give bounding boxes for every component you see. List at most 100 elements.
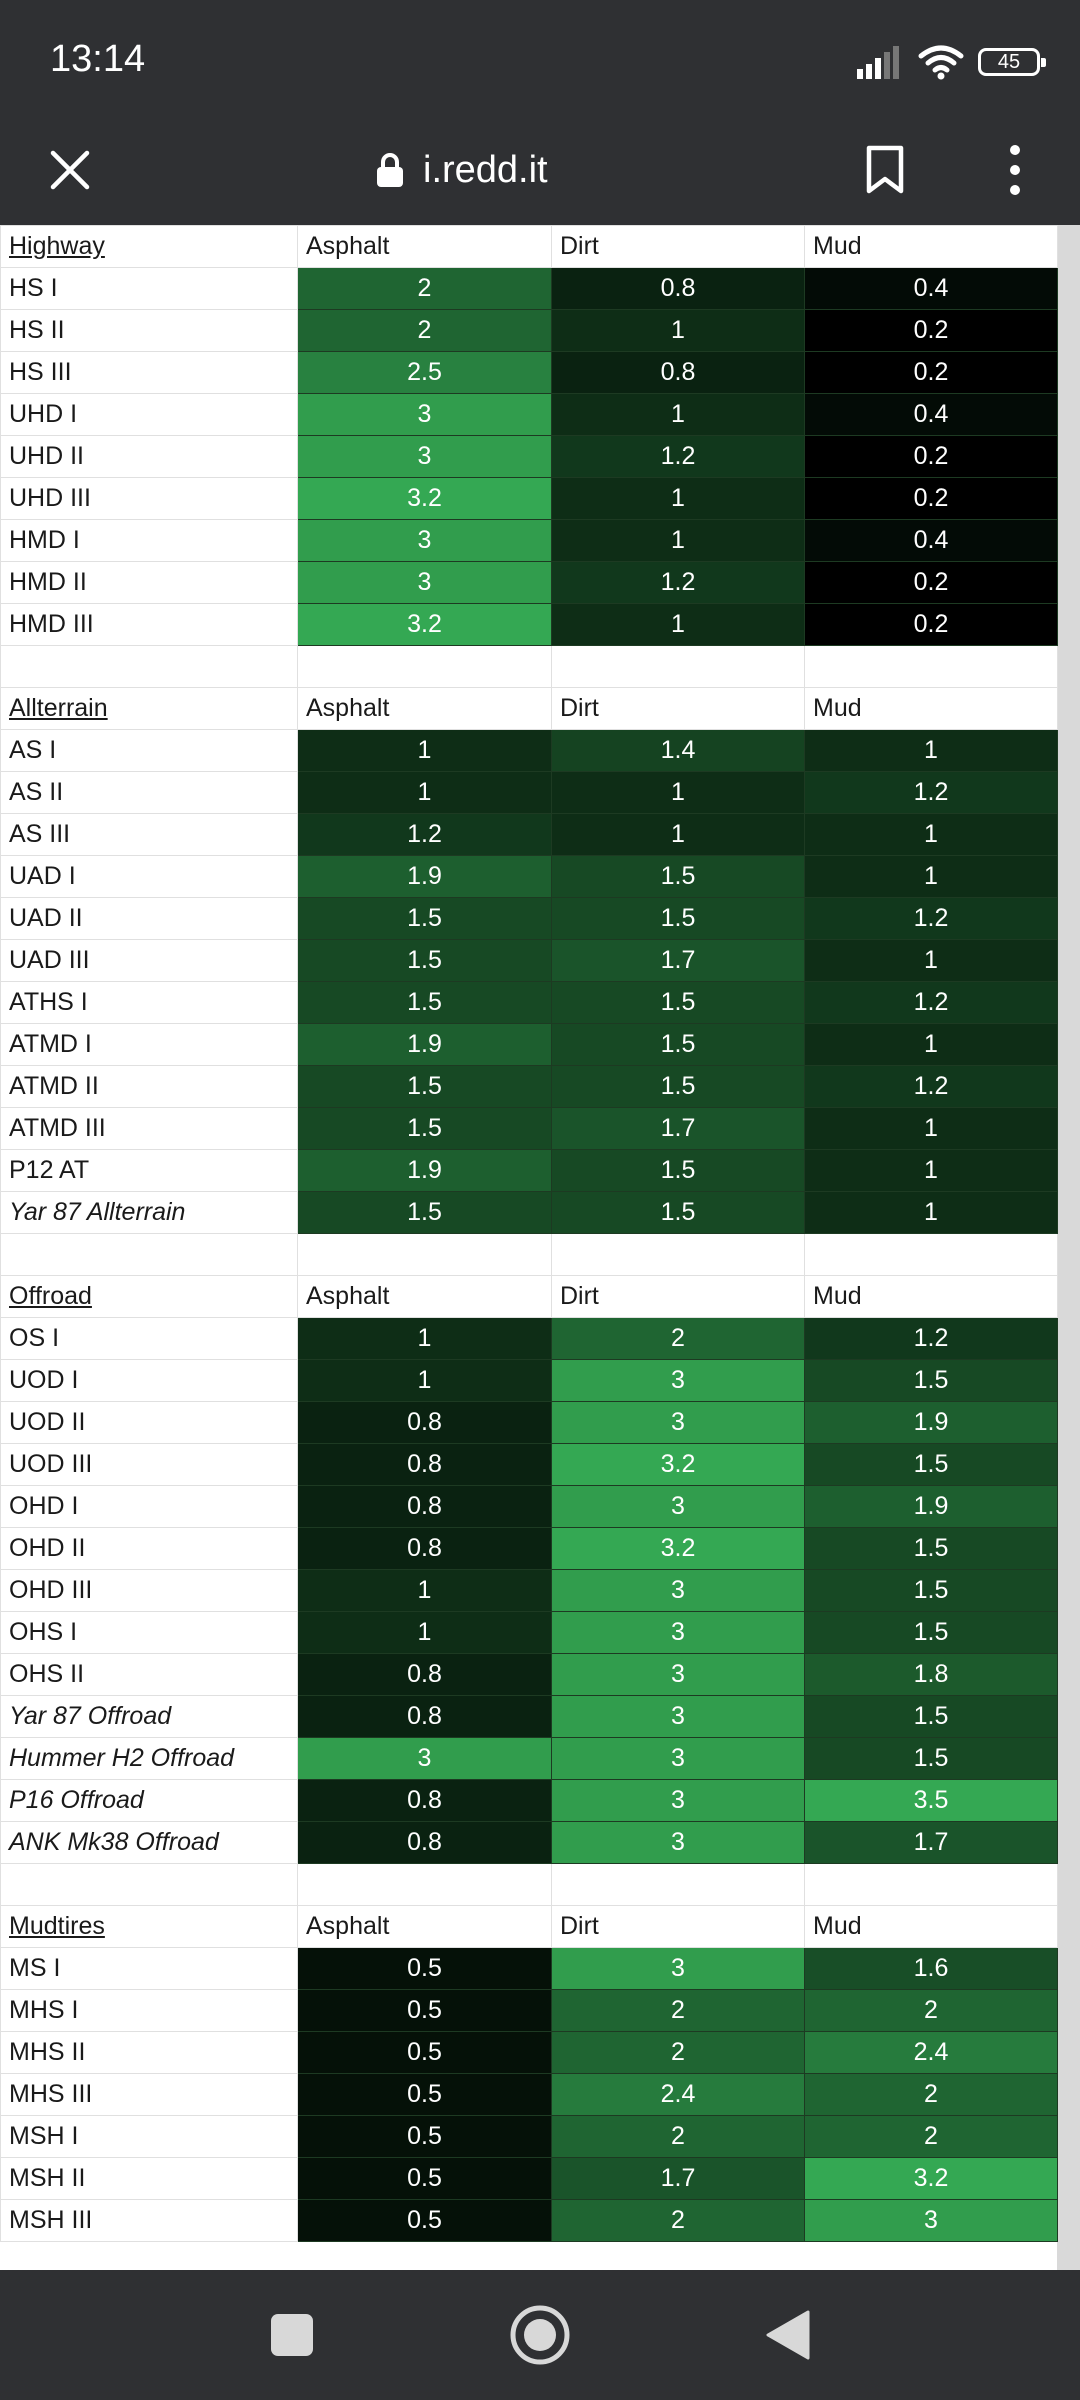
table-row: AS III 1.2 1 1 xyxy=(0,813,1058,856)
value-cell: 1.7 xyxy=(551,1107,805,1150)
image-content[interactable]: Highway Asphalt Dirt Mud HS I 2 0.8 0.4 HS II 2 1 0… xyxy=(0,225,1080,2270)
value-cell: 0.5 xyxy=(297,1989,552,2032)
url-field[interactable]: i.redd.it xyxy=(375,140,548,200)
column-header: Dirt xyxy=(551,225,805,268)
table-row: OHD III 1 3 1.5 xyxy=(0,1569,1058,1612)
tire-name: ATMD II xyxy=(0,1065,298,1108)
tire-name: OHD II xyxy=(0,1527,298,1570)
empty-cell xyxy=(551,645,805,688)
value-cell: 1 xyxy=(804,1023,1058,1066)
table-row: P16 Offroad 0.8 3 3.5 xyxy=(0,1779,1058,1822)
table-row: UHD I 3 1 0.4 xyxy=(0,393,1058,436)
battery-level: 45 xyxy=(997,50,1021,73)
tire-name: Yar 87 Offroad xyxy=(0,1695,298,1738)
value-cell: 0.8 xyxy=(297,1527,552,1570)
column-header: Dirt xyxy=(551,1275,805,1318)
tire-name: UHD II xyxy=(0,435,298,478)
value-cell: 0.8 xyxy=(297,1443,552,1486)
column-header: Asphalt xyxy=(297,1905,552,1948)
tire-name: MS I xyxy=(0,1947,298,1990)
tire-name: MSH I xyxy=(0,2115,298,2158)
value-cell: 0.5 xyxy=(297,2073,552,2116)
tire-name: ATHS I xyxy=(0,981,298,1024)
value-cell: 1 xyxy=(297,1359,552,1402)
table-row: UOD I 1 3 1.5 xyxy=(0,1359,1058,1402)
tire-name: MHS I xyxy=(0,1989,298,2032)
tire-name: MSH III xyxy=(0,2199,298,2242)
value-cell: 1 xyxy=(297,1569,552,1612)
table-row: HS III 2.5 0.8 0.2 xyxy=(0,351,1058,394)
empty-cell xyxy=(297,645,552,688)
value-cell: 1.9 xyxy=(297,1149,552,1192)
value-cell: 1.6 xyxy=(804,1947,1058,1990)
table-row: HMD I 3 1 0.4 xyxy=(0,519,1058,562)
tire-name: UAD I xyxy=(0,855,298,898)
value-cell: 1 xyxy=(297,729,552,772)
recents-button[interactable] xyxy=(252,2295,332,2375)
tire-comparison-table: Highway Asphalt Dirt Mud HS I 2 0.8 0.4 HS II 2 1 0… xyxy=(0,225,1058,2242)
url-text: i.redd.it xyxy=(423,148,548,191)
value-cell: 1.5 xyxy=(804,1737,1058,1780)
value-cell: 1 xyxy=(804,1191,1058,1234)
value-cell: 3.2 xyxy=(551,1443,805,1486)
tire-name: OHD I xyxy=(0,1485,298,1528)
tire-name: HS II xyxy=(0,309,298,352)
value-cell: 3 xyxy=(551,1737,805,1780)
menu-button[interactable] xyxy=(985,135,1045,205)
table-row: MHS II 0.5 2 2.4 xyxy=(0,2031,1058,2074)
tire-name: OHS I xyxy=(0,1611,298,1654)
value-cell: 3 xyxy=(551,1611,805,1654)
value-cell: 1 xyxy=(804,1149,1058,1192)
value-cell: 1 xyxy=(551,603,805,646)
column-header: Mud xyxy=(804,687,1058,730)
value-cell: 1.9 xyxy=(297,855,552,898)
table-row: HS II 2 1 0.2 xyxy=(0,309,1058,352)
value-cell: 3 xyxy=(551,1569,805,1612)
value-cell: 0.8 xyxy=(297,1779,552,1822)
tire-name: MHS II xyxy=(0,2031,298,2074)
bookmark-button[interactable] xyxy=(855,135,915,205)
table-row: ATMD I 1.9 1.5 1 xyxy=(0,1023,1058,1066)
value-cell: 2.4 xyxy=(551,2073,805,2116)
value-cell: 0.8 xyxy=(297,1695,552,1738)
tire-name: ATMD I xyxy=(0,1023,298,1066)
value-cell: 0.2 xyxy=(804,351,1058,394)
value-cell: 1 xyxy=(551,309,805,352)
table-row: MSH III 0.5 2 3 xyxy=(0,2199,1058,2242)
value-cell: 1.5 xyxy=(551,1149,805,1192)
value-cell: 1.5 xyxy=(804,1611,1058,1654)
value-cell: 1 xyxy=(804,939,1058,982)
value-cell: 1.8 xyxy=(804,1653,1058,1696)
value-cell: 1.2 xyxy=(551,561,805,604)
value-cell: 1.7 xyxy=(551,2157,805,2200)
home-button[interactable] xyxy=(500,2295,580,2375)
table-row: OHS II 0.8 3 1.8 xyxy=(0,1653,1058,1696)
column-header: Asphalt xyxy=(297,687,552,730)
back-button[interactable] xyxy=(748,2295,828,2375)
value-cell: 1.5 xyxy=(804,1527,1058,1570)
column-header: Mud xyxy=(804,1275,1058,1318)
tire-name: HS III xyxy=(0,351,298,394)
table-row: MHS I 0.5 2 2 xyxy=(0,1989,1058,2032)
value-cell: 0.2 xyxy=(804,603,1058,646)
spacer-row xyxy=(0,1863,1058,1906)
tire-name: HMD I xyxy=(0,519,298,562)
value-cell: 3.2 xyxy=(551,1527,805,1570)
value-cell: 3 xyxy=(297,393,552,436)
empty-cell xyxy=(297,1863,552,1906)
tire-name: P12 AT xyxy=(0,1149,298,1192)
triangle-back-icon xyxy=(766,2310,810,2360)
value-cell: 0.8 xyxy=(297,1821,552,1864)
value-cell: 2 xyxy=(297,309,552,352)
value-cell: 1.2 xyxy=(551,435,805,478)
table-row: Yar 87 Offroad 0.8 3 1.5 xyxy=(0,1695,1058,1738)
section-header-row: Mudtires Asphalt Dirt Mud xyxy=(0,1905,1058,1948)
value-cell: 3.5 xyxy=(804,1779,1058,1822)
close-button[interactable] xyxy=(40,140,100,200)
value-cell: 3 xyxy=(297,519,552,562)
column-header: Dirt xyxy=(551,687,805,730)
empty-cell xyxy=(804,1863,1058,1906)
column-header: Dirt xyxy=(551,1905,805,1948)
tire-name: OS I xyxy=(0,1317,298,1360)
empty-cell xyxy=(551,1233,805,1276)
